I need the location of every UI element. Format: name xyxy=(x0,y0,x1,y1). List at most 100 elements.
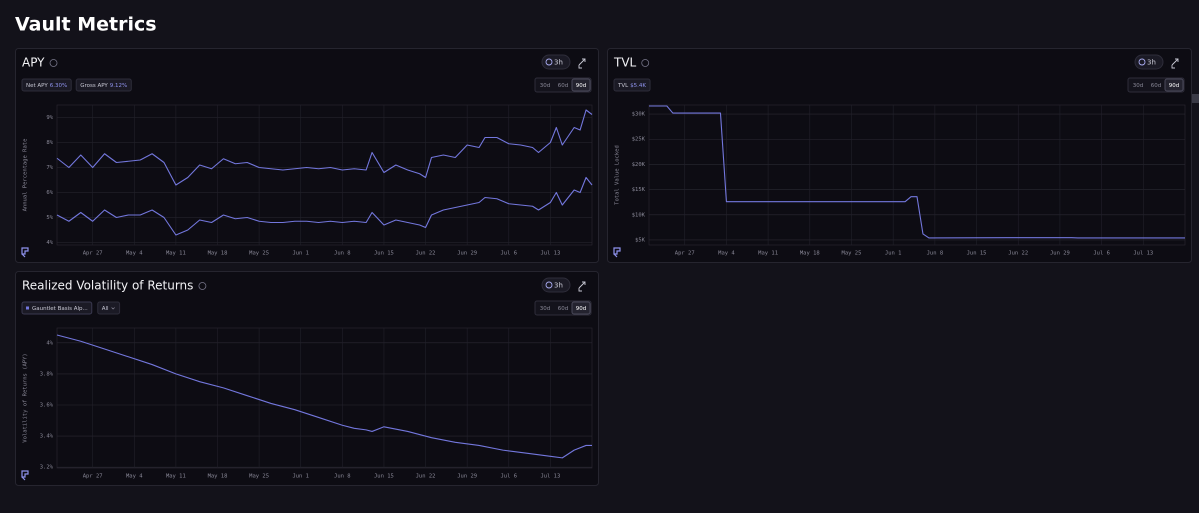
range-label: 90d xyxy=(576,83,587,89)
x-tick-label: Jul 13 xyxy=(540,251,560,257)
y-tick-label: 4% xyxy=(46,340,53,346)
plot-area xyxy=(56,327,593,469)
panel-title: APY xyxy=(22,56,45,70)
y-tick-label: $5K xyxy=(635,237,646,243)
expand-icon[interactable] xyxy=(1171,58,1179,69)
x-tick-label: Jul 6 xyxy=(500,474,517,480)
x-tick-label: May 18 xyxy=(208,474,228,480)
x-tick-label: May 18 xyxy=(208,251,228,257)
brand-icon xyxy=(613,247,621,258)
metric-chip xyxy=(613,78,651,92)
expand-icon[interactable] xyxy=(578,281,586,292)
x-tick-label: May 11 xyxy=(166,474,186,480)
info-icon[interactable] xyxy=(49,59,58,67)
y-tick-label: 3.2% xyxy=(40,465,54,471)
x-tick-label: May 25 xyxy=(249,251,269,257)
refresh-pill[interactable] xyxy=(1134,54,1164,70)
plot-area xyxy=(648,104,1186,246)
expand-icon[interactable] xyxy=(578,58,586,69)
filter-label: All xyxy=(102,306,109,312)
y-tick-label: $30K xyxy=(632,112,646,118)
x-tick-label: Jul 6 xyxy=(500,251,517,257)
x-tick-label: Jul 6 xyxy=(1093,251,1110,257)
x-tick-label: Apr 27 xyxy=(83,251,103,257)
info-icon[interactable] xyxy=(641,59,650,67)
y-tick-label: 6% xyxy=(46,190,53,196)
brand-icon xyxy=(21,247,29,258)
x-tick-label: Jun 22 xyxy=(416,474,436,480)
range-label: 60d xyxy=(558,306,569,312)
x-tick-label: May 4 xyxy=(718,251,735,257)
panel xyxy=(607,48,1192,263)
chip-value: $5.4K xyxy=(630,83,646,89)
x-tick-label: May 25 xyxy=(249,474,269,480)
x-tick-label: Jun 22 xyxy=(1008,251,1028,257)
range-label: 60d xyxy=(1151,83,1162,89)
x-tick-label: Jun 8 xyxy=(927,251,944,257)
x-tick-label: Jun 29 xyxy=(1050,251,1070,257)
panel xyxy=(15,48,599,263)
series-line xyxy=(649,105,1185,239)
range-label: 30d xyxy=(1133,83,1144,89)
metric-chip xyxy=(21,78,72,92)
chip-label: Gross APY xyxy=(80,83,108,89)
x-tick-label: May 11 xyxy=(166,251,186,257)
chip-value: 9.12% xyxy=(110,83,127,89)
x-tick-label: Jun 29 xyxy=(457,474,477,480)
x-tick-label: May 18 xyxy=(800,251,820,257)
y-tick-label: 3.4% xyxy=(40,434,54,440)
y-tick-label: $15K xyxy=(632,187,646,193)
panel-title: TVL xyxy=(613,56,637,70)
range-button[interactable] xyxy=(571,301,591,315)
refresh-label: 3h xyxy=(1147,59,1156,67)
series-name: Gauntlet Basis Alp... xyxy=(32,306,88,312)
panel-title: Realized Volatility of Returns xyxy=(22,279,193,293)
x-tick-label: May 4 xyxy=(126,474,143,480)
x-tick-label: Apr 27 xyxy=(675,251,695,257)
filter-dropdown[interactable] xyxy=(97,301,121,315)
refresh-label: 3h xyxy=(554,59,563,67)
side-handle[interactable] xyxy=(1190,94,1199,103)
x-tick-label: Jul 13 xyxy=(540,474,560,480)
x-tick-label: Jun 15 xyxy=(374,251,394,257)
x-tick-label: May 11 xyxy=(758,251,778,257)
plot-area xyxy=(56,104,593,246)
y-tick-label: 8% xyxy=(46,140,53,146)
x-tick-label: Jun 29 xyxy=(457,251,477,257)
x-tick-label: Jun 1 xyxy=(292,474,309,480)
x-tick-label: Jun 1 xyxy=(292,251,309,257)
panel xyxy=(15,271,599,486)
y-tick-label: $20K xyxy=(632,162,646,168)
x-tick-label: Jun 8 xyxy=(334,251,351,257)
series-line xyxy=(56,334,592,459)
refresh-pill[interactable] xyxy=(541,277,571,293)
range-label: 90d xyxy=(1169,83,1180,89)
chip-label: Net APY xyxy=(26,83,48,89)
refresh-pill[interactable] xyxy=(541,54,571,70)
series-chip[interactable] xyxy=(21,301,93,315)
x-tick-label: Jun 15 xyxy=(374,474,394,480)
clock-icon xyxy=(1138,58,1146,66)
chip-label: TVL xyxy=(617,83,629,89)
x-tick-label: Jun 15 xyxy=(967,251,987,257)
range-button[interactable] xyxy=(571,78,591,92)
y-axis-label: Annual Percentage Rate xyxy=(23,139,29,212)
range-button[interactable] xyxy=(1164,78,1184,92)
y-tick-label: $25K xyxy=(632,137,646,143)
range-label: 30d xyxy=(540,306,551,312)
series-line xyxy=(56,176,593,236)
clock-icon xyxy=(545,58,553,66)
range-label: 30d xyxy=(540,83,551,89)
series-swatch xyxy=(26,306,29,310)
metric-chip xyxy=(75,78,132,92)
y-tick-label: 3.8% xyxy=(40,371,54,377)
series-line xyxy=(56,109,593,186)
brand-icon xyxy=(21,470,29,481)
y-axis-label: Volatility of Returns (APY) xyxy=(23,353,29,442)
x-tick-label: Jun 1 xyxy=(885,251,902,257)
y-tick-label: 9% xyxy=(46,115,53,121)
info-icon[interactable] xyxy=(198,282,207,290)
y-axis-label: Total Value Locked xyxy=(615,145,621,205)
x-tick-label: Apr 27 xyxy=(83,474,103,480)
